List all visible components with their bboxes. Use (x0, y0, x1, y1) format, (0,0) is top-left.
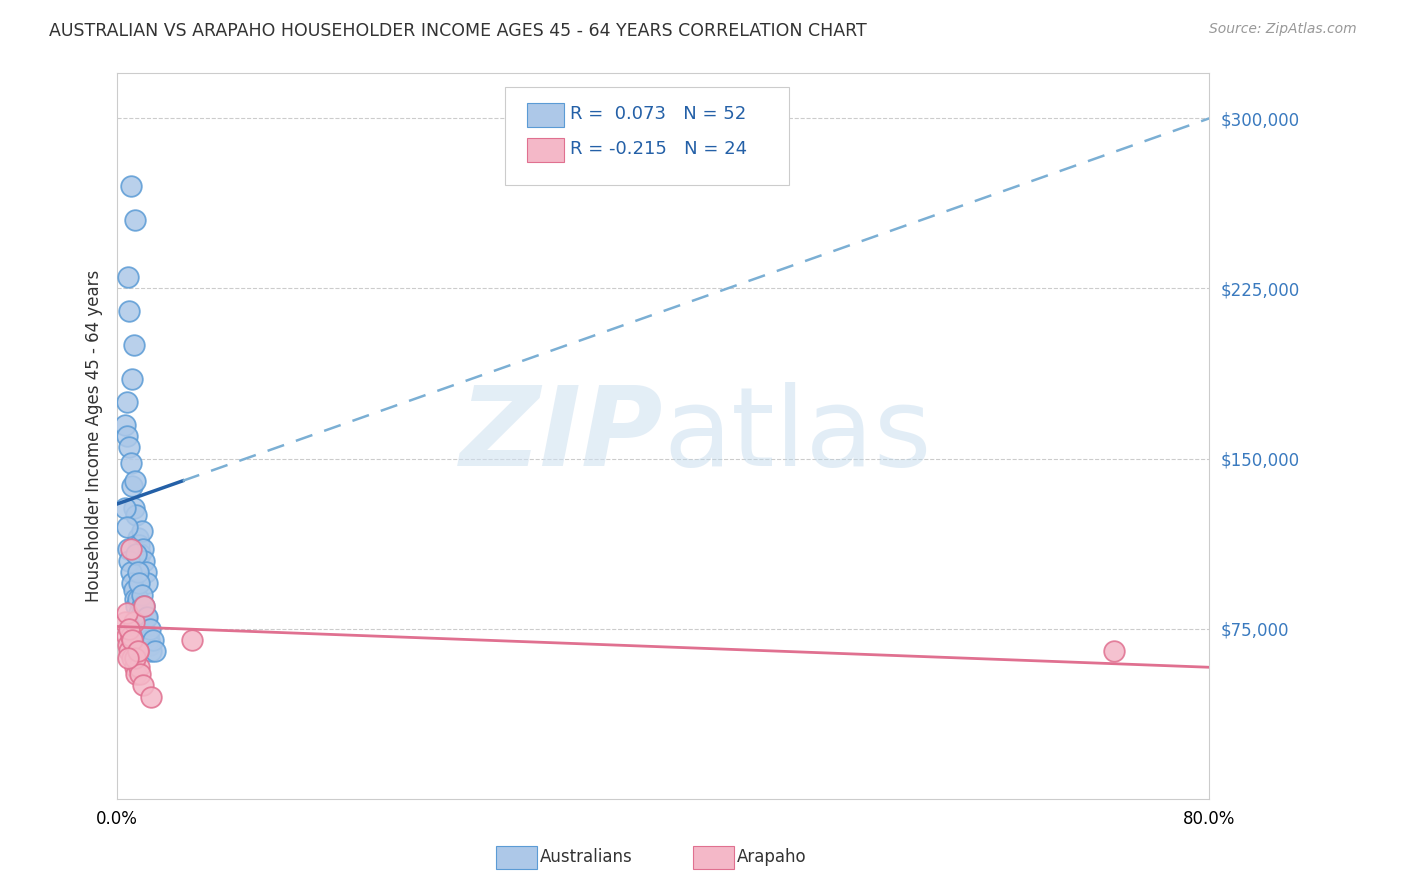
Point (117, 638, 139, 652)
Point (129, 547, 152, 561)
Point (132, 615, 155, 629)
Point (117, 651, 139, 665)
Point (138, 633, 160, 648)
Point (120, 628, 142, 642)
Point (115, 519, 138, 533)
Text: R = -0.215   N = 24: R = -0.215 N = 24 (571, 140, 748, 158)
Point (139, 622, 162, 636)
Point (121, 479, 143, 493)
Point (145, 644, 167, 658)
Point (117, 270, 139, 285)
Point (118, 304, 141, 318)
Point (129, 610, 152, 624)
Point (114, 417, 136, 432)
Text: atlas: atlas (664, 383, 932, 490)
Point (114, 615, 136, 629)
Point (128, 538, 150, 552)
Point (121, 372, 143, 386)
Point (120, 542, 142, 557)
Point (131, 599, 153, 613)
Point (115, 395, 138, 409)
Point (136, 576, 159, 591)
Point (120, 179, 142, 194)
Point (128, 606, 150, 620)
Point (124, 213, 146, 227)
Point (181, 633, 204, 648)
Text: Australians: Australians (540, 848, 633, 866)
Point (135, 565, 157, 579)
Y-axis label: Householder Income Ages 45 - 64 years: Householder Income Ages 45 - 64 years (86, 269, 103, 602)
Point (136, 628, 159, 642)
Point (127, 644, 149, 658)
Point (134, 554, 156, 568)
Point (122, 501, 145, 516)
Point (127, 644, 149, 658)
Point (131, 524, 153, 538)
Point (118, 554, 141, 568)
Point (121, 633, 143, 648)
Point (118, 440, 141, 454)
Point (125, 667, 148, 681)
Point (1102, 644, 1125, 658)
Point (134, 599, 156, 613)
Point (135, 610, 157, 624)
Point (115, 606, 138, 620)
Point (125, 508, 148, 523)
Point (127, 592, 149, 607)
Text: Arapaho: Arapaho (737, 848, 807, 866)
Point (128, 660, 150, 674)
Point (122, 583, 145, 598)
FancyBboxPatch shape (527, 103, 564, 127)
Point (124, 651, 146, 665)
Point (127, 531, 149, 545)
Point (121, 651, 143, 665)
Point (142, 633, 165, 648)
Point (120, 565, 142, 579)
Point (124, 475, 146, 489)
Point (124, 592, 146, 607)
FancyBboxPatch shape (527, 138, 564, 161)
Point (117, 542, 139, 557)
Point (132, 678, 155, 692)
Text: R =  0.073   N = 52: R = 0.073 N = 52 (571, 104, 747, 122)
Point (122, 338, 145, 352)
Point (120, 456, 142, 470)
Point (136, 610, 159, 624)
Point (132, 542, 155, 557)
Point (118, 622, 141, 636)
Point (118, 644, 141, 658)
Text: Source: ZipAtlas.com: Source: ZipAtlas.com (1209, 22, 1357, 37)
Point (122, 615, 145, 629)
Point (125, 547, 148, 561)
Point (115, 429, 138, 443)
Text: AUSTRALIAN VS ARAPAHO HOUSEHOLDER INCOME AGES 45 - 64 YEARS CORRELATION CHART: AUSTRALIAN VS ARAPAHO HOUSEHOLDER INCOME… (49, 22, 868, 40)
FancyBboxPatch shape (505, 87, 789, 186)
Point (124, 660, 146, 674)
Point (134, 622, 156, 636)
Point (127, 565, 149, 579)
Point (115, 628, 138, 642)
Point (141, 644, 163, 658)
Point (141, 690, 163, 704)
Point (134, 599, 156, 613)
Point (121, 576, 143, 591)
Point (128, 576, 150, 591)
Point (125, 599, 148, 613)
Point (114, 501, 136, 516)
Point (129, 667, 152, 681)
Point (131, 588, 153, 602)
Point (139, 638, 162, 652)
Text: ZIP: ZIP (460, 383, 664, 490)
